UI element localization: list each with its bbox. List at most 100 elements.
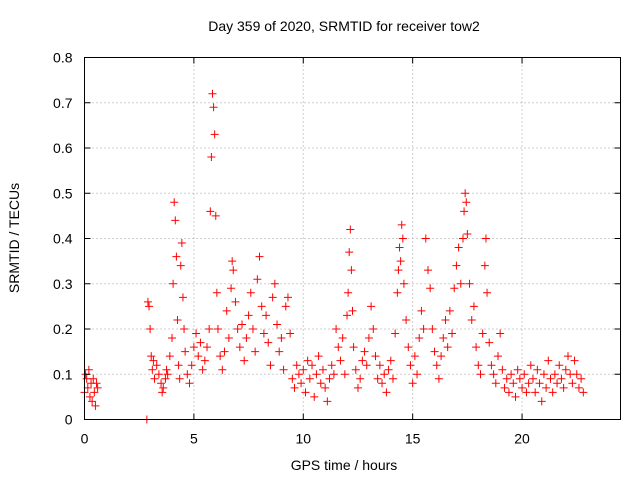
data-point — [163, 370, 172, 379]
data-point — [515, 374, 524, 383]
x-tick-label: 15 — [405, 431, 421, 447]
data-point — [394, 266, 403, 275]
data-point — [472, 343, 481, 352]
data-point — [312, 370, 321, 379]
data-point — [169, 279, 178, 288]
data-point — [544, 356, 553, 365]
data-point — [535, 379, 544, 388]
data-point — [437, 352, 446, 361]
data-point — [465, 279, 474, 288]
data-point — [259, 329, 268, 338]
data-point — [572, 370, 581, 379]
data-point — [555, 361, 564, 370]
data-point — [212, 288, 221, 297]
data-point — [308, 361, 317, 370]
data-point — [242, 334, 251, 343]
data-point — [570, 356, 579, 365]
data-point — [183, 370, 192, 379]
data-point — [152, 361, 161, 370]
y-tick-label: 0.6 — [53, 140, 73, 156]
data-point — [220, 347, 229, 356]
data-point — [207, 153, 216, 162]
data-point — [391, 329, 400, 338]
y-tick-label: 0.4 — [53, 231, 73, 247]
data-point — [248, 325, 257, 333]
data-point — [332, 325, 341, 333]
data-point — [399, 279, 408, 288]
data-point — [463, 229, 472, 238]
data-point — [147, 352, 156, 361]
data-point — [229, 266, 238, 275]
data-point — [397, 220, 406, 229]
data-point — [522, 388, 531, 397]
data-point — [209, 103, 218, 112]
x-tick-label: 10 — [295, 431, 311, 447]
data-point — [441, 315, 450, 324]
data-point — [487, 361, 496, 370]
data-point — [498, 365, 507, 374]
data-point — [325, 374, 334, 383]
data-point — [185, 379, 194, 388]
data-point — [318, 365, 327, 374]
data-point — [343, 311, 352, 320]
chart-title: Day 359 of 2020, SRMTID for receiver tow… — [208, 18, 480, 34]
data-point — [539, 370, 548, 379]
data-point — [277, 334, 286, 343]
data-point — [279, 365, 288, 374]
data-point — [143, 297, 152, 306]
x-axis-title: GPS time / hours — [291, 457, 398, 473]
data-point — [415, 334, 424, 343]
data-point — [502, 374, 511, 383]
data-point — [474, 361, 483, 370]
data-point — [563, 352, 572, 361]
data-point — [145, 302, 154, 311]
data-point — [327, 361, 336, 370]
data-point — [496, 329, 505, 338]
data-point — [224, 334, 233, 343]
data-point — [393, 288, 402, 297]
data-point — [251, 347, 260, 356]
data-point — [290, 383, 299, 392]
data-point — [338, 334, 347, 343]
data-point — [146, 325, 155, 333]
data-point — [511, 392, 520, 401]
data-points-layer — [80, 89, 588, 424]
data-point — [524, 379, 533, 388]
data-point — [452, 261, 461, 270]
data-point — [548, 388, 557, 397]
data-point — [483, 288, 492, 297]
data-point — [149, 356, 158, 365]
data-point — [178, 293, 187, 302]
data-point — [378, 379, 387, 388]
data-point — [533, 365, 542, 374]
data-point — [450, 284, 459, 293]
data-point — [314, 352, 323, 361]
data-point — [509, 379, 518, 388]
data-point — [222, 306, 231, 315]
data-point — [154, 370, 163, 379]
data-point — [192, 329, 201, 338]
data-point — [410, 352, 419, 361]
x-tick-label: 5 — [190, 431, 198, 447]
tick-layer — [84, 57, 621, 420]
data-point — [162, 365, 171, 374]
data-point — [171, 216, 180, 225]
y-tick-label: 0.3 — [53, 276, 73, 292]
data-point — [382, 388, 391, 397]
data-point — [266, 361, 275, 370]
data-point — [476, 370, 485, 379]
data-point — [227, 284, 236, 293]
data-point — [528, 374, 537, 383]
data-point — [253, 275, 262, 284]
data-point — [194, 352, 203, 361]
data-point — [181, 347, 190, 356]
y-axis-title: SRMTID / TECUs — [6, 183, 22, 293]
data-point — [491, 379, 500, 388]
data-point — [208, 89, 217, 98]
data-point — [388, 374, 397, 383]
data-point — [489, 370, 498, 379]
data-point — [323, 397, 332, 406]
data-point — [553, 379, 562, 388]
data-point — [255, 252, 264, 261]
